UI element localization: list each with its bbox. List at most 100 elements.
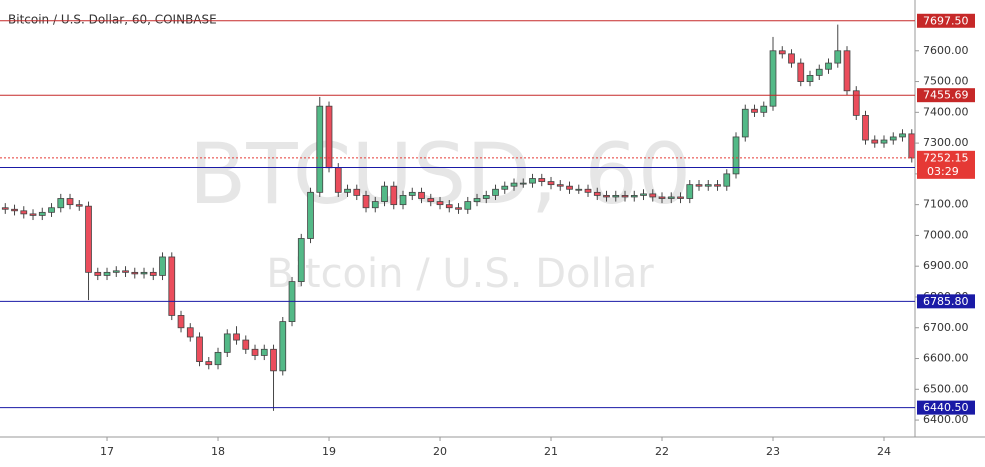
candle-body: [260, 348, 268, 356]
candle-body: [270, 348, 277, 372]
candle-body: [29, 213, 37, 216]
candle-body: [122, 270, 129, 273]
candle-body: [66, 198, 74, 206]
level-label-box: [917, 294, 975, 309]
candle-body: [630, 195, 638, 198]
candle-body: [889, 136, 897, 141]
candle-body: [778, 50, 786, 55]
candle-body: [769, 50, 777, 107]
candle-body: [455, 207, 462, 210]
candle-body: [815, 68, 823, 76]
candle-body: [94, 271, 102, 276]
candle-body: [575, 188, 583, 191]
candle-body: [251, 348, 259, 356]
candle-body: [168, 256, 176, 316]
candle-body: [38, 211, 46, 216]
level-label-text: 6440.50: [923, 401, 969, 414]
candle-body: [279, 321, 287, 372]
candle-body: [547, 181, 555, 186]
candle-body: [436, 201, 444, 206]
candle-body: [908, 133, 916, 159]
candle-body: [464, 201, 472, 210]
candle-body: [538, 178, 546, 182]
candle-body: [186, 327, 194, 338]
candle-body: [297, 238, 305, 282]
candle-body: [529, 178, 536, 184]
candle-body: [492, 188, 499, 196]
candle-body: [584, 188, 592, 193]
y-tick-label: 7400.00: [923, 105, 969, 118]
candle-body: [205, 361, 213, 366]
candle-body: [20, 210, 28, 215]
candle-body: [482, 195, 490, 199]
candle-body: [408, 191, 416, 196]
candle-body: [390, 185, 398, 206]
candle-body: [723, 173, 731, 187]
candle-body: [307, 191, 314, 239]
x-tick-label: 21: [544, 445, 558, 458]
candle-body: [214, 351, 222, 366]
candle-body: [353, 188, 361, 196]
level-label-box: [917, 13, 975, 28]
candle-body: [445, 204, 453, 209]
candle-body: [649, 193, 657, 198]
candle-body: [1, 207, 9, 210]
candle-body: [612, 195, 620, 198]
candle-body: [344, 188, 351, 193]
last-price-box: [917, 150, 975, 179]
candle-body: [741, 108, 749, 138]
candle-body: [899, 133, 906, 138]
candle-body: [159, 256, 166, 276]
candle-body: [519, 182, 527, 185]
candle-body: [695, 184, 703, 187]
candle-body: [325, 105, 333, 169]
countdown-text: 03:29: [927, 165, 959, 178]
candle-body: [223, 333, 231, 353]
candle-body: [686, 184, 694, 199]
candle-body: [843, 50, 851, 92]
chart-title: Bitcoin / U.S. Dollar, 60, COINBASE: [8, 13, 217, 27]
candle-body: [418, 191, 425, 199]
candle-body: [788, 53, 795, 64]
y-tick-label: 7600.00: [923, 44, 969, 57]
candle-body: [334, 167, 342, 193]
last-price-text: 7252.15: [923, 151, 969, 164]
x-tick-label: 23: [766, 445, 780, 458]
level-label-box: [917, 400, 975, 415]
candle-body: [751, 108, 758, 113]
candle-body: [677, 196, 684, 199]
level-label: 6440.50: [917, 400, 975, 415]
candle-body: [825, 62, 832, 70]
candle-body: [871, 139, 879, 144]
level-label-text: 7697.50: [923, 14, 969, 27]
candle-body: [75, 204, 83, 207]
candle-body: [862, 115, 869, 141]
level-label-box: [917, 88, 975, 103]
candle-body: [714, 184, 721, 187]
candle-body: [510, 182, 518, 187]
plot: [1, 24, 916, 411]
candle-body: [852, 90, 860, 116]
x-tick-label: 19: [322, 445, 336, 458]
candle-body: [658, 196, 666, 199]
candle-body: [103, 271, 111, 276]
candle-body: [667, 196, 675, 199]
level-label-text: 7455.69: [923, 89, 969, 102]
candle-body: [640, 193, 647, 196]
candle-body: [621, 195, 629, 198]
candle-body: [149, 271, 157, 276]
candle-body: [806, 74, 814, 82]
x-tick-label: 17: [100, 445, 114, 458]
candle-body: [797, 62, 805, 82]
candle-body: [399, 195, 407, 206]
candle-body: [362, 195, 370, 209]
candle-body: [732, 136, 740, 175]
x-tick-label: 20: [433, 445, 447, 458]
candle-body: [760, 105, 768, 113]
candle-body: [11, 208, 18, 212]
level-label: 7455.69: [917, 88, 975, 103]
candle-body: [57, 198, 65, 209]
candle-body: [566, 185, 573, 190]
